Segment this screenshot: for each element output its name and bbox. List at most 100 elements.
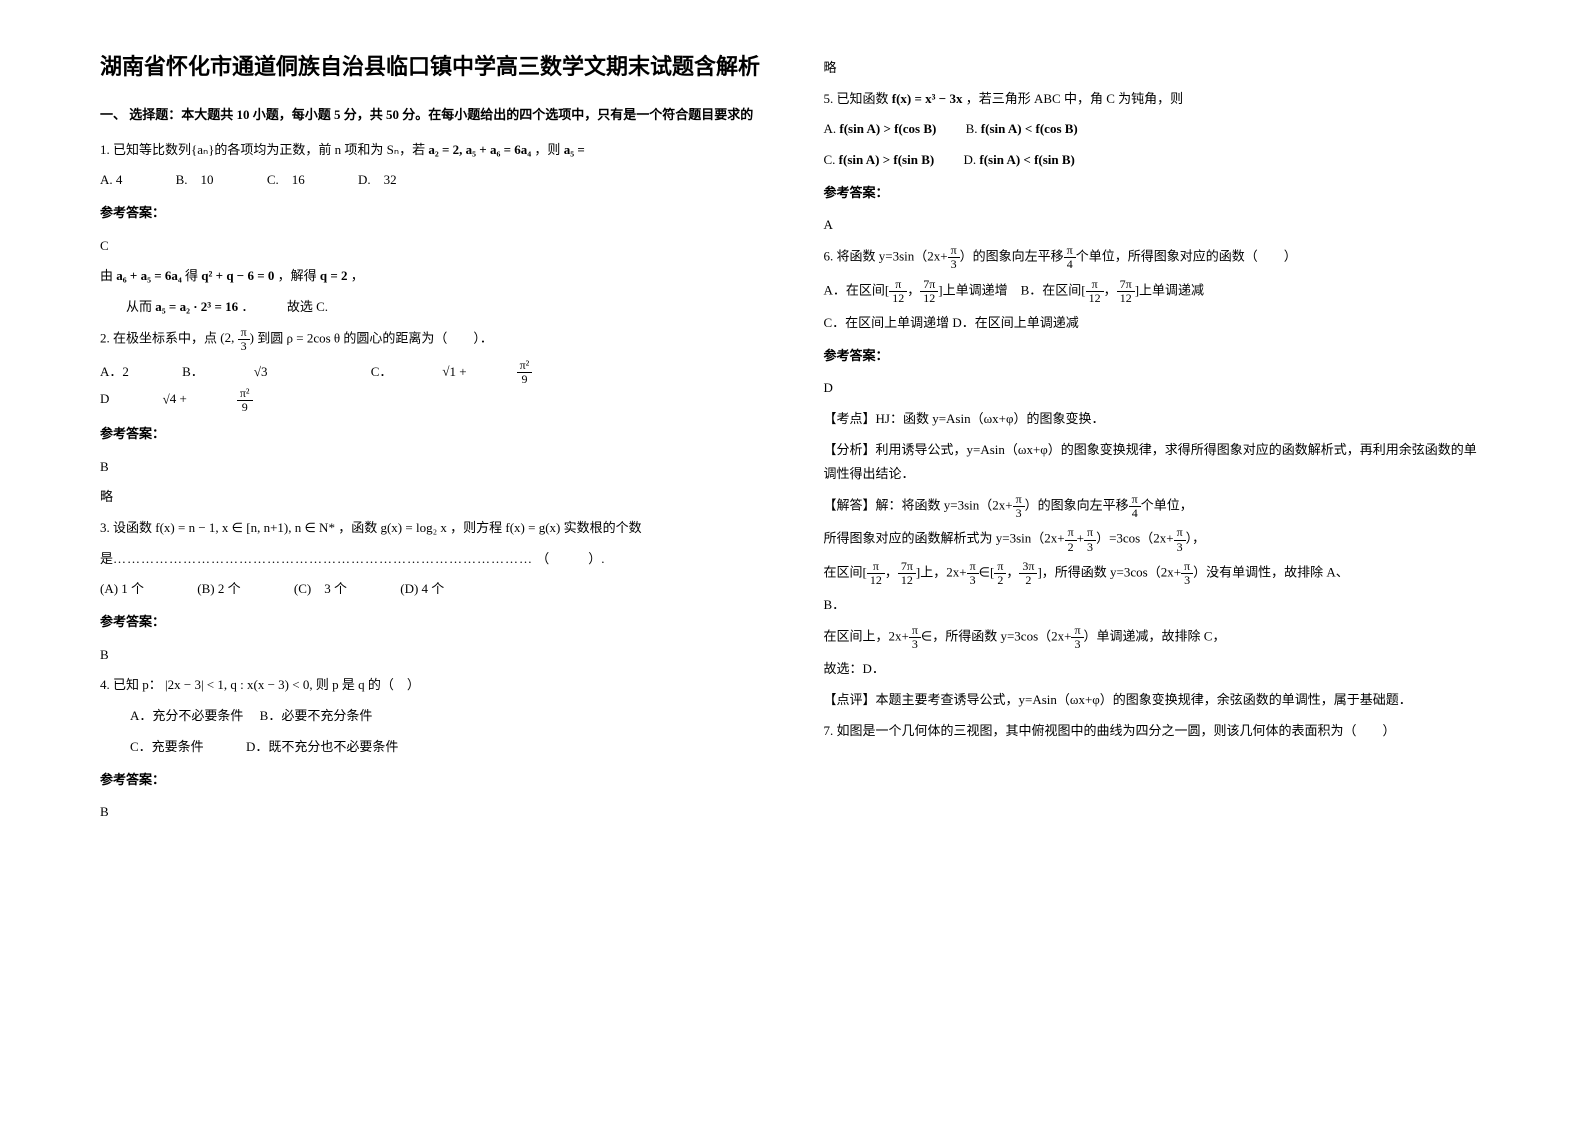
q3-opt-c: (C) 3 个 (294, 577, 347, 602)
q3-stem-l2: 是……………………………………………………………………………… （ ）. (100, 547, 764, 572)
q2-opt-d-frac: π²9 (237, 387, 303, 414)
q1-stem: 1. 已知等比数列{aₙ}的各项均为正数，前 n 项和为 Sₙ，若 a₂ = 2… (100, 138, 764, 163)
q6-f2b: 4 (1064, 258, 1076, 271)
q6-fb2b: 12 (1117, 292, 1135, 305)
q6-fa1b: 12 (889, 292, 907, 305)
q4-answer-label: 参考答案： (100, 768, 764, 793)
q6-oa1: A．在区间[ (824, 282, 890, 297)
q2-opt-b-pre: B． (182, 360, 204, 385)
q6-s2f1b: 2 (1065, 541, 1077, 554)
q6-s4f2t: π (1071, 624, 1083, 638)
q6-s3f4: π2 (994, 560, 1006, 587)
q6-comma1: ， (907, 282, 920, 297)
q3-s2: 是 (100, 551, 113, 566)
q1-answer: C (100, 234, 764, 259)
q2-opt-b-val: √3 (254, 360, 268, 385)
q6-s2f2b: 3 (1084, 541, 1096, 554)
q1-sol2b: a₅ = a₂ · 2³ = 16 (155, 299, 238, 314)
q6-f1: π3 (948, 244, 960, 271)
q2-stem1: 2. 在极坐标系中，点 (100, 330, 217, 345)
q6-fb2t: 7π (1117, 278, 1135, 292)
q6-fa1: π12 (889, 278, 907, 305)
q6-jdf1t: π (1013, 493, 1025, 507)
q1-stem-eq1: a₂ = 2, a₅ + a₆ = 6a₄ (428, 142, 531, 157)
q6-kd: 【考点】HJ：函数 y=Asin（ωx+φ）的图象变换． (824, 407, 1488, 432)
q2-opt-c-den: 9 (517, 373, 533, 386)
q6-fa1t: π (889, 278, 907, 292)
q6-s3f2t: 7π (898, 560, 916, 574)
q5-oc-pre: C. (824, 152, 836, 167)
q2-opt-d-pre2: 4 + (170, 387, 187, 412)
q6-fa2b: 12 (920, 292, 938, 305)
q6-jdf1: π3 (1013, 493, 1025, 520)
q4-stem: 4. 已知 p： |2x − 3| < 1, q : x(x − 3) < 0,… (100, 673, 764, 698)
q3-opt-a: (A) 1 个 (100, 577, 144, 602)
q3-s1e: ，则方程 (450, 520, 502, 535)
q3-options: (A) 1 个 (B) 2 个 (C) 3 个 (D) 4 个 (100, 577, 764, 602)
q2-opt-d-den: 9 (237, 401, 253, 414)
q6-fb1t: π (1086, 278, 1104, 292)
q1-opt-a: A. 4 (100, 168, 122, 193)
q3-s1f: f(x) = g(x) (505, 520, 560, 535)
q1-sol1f: q = 2 (320, 268, 348, 283)
q6-s3comma2: ， (1006, 564, 1019, 579)
q6-s3f4b: 2 (994, 574, 1006, 587)
q6-s4f2: π3 (1071, 624, 1083, 651)
q6-s4a: 在区间上，2x+ (824, 628, 909, 643)
q6-s2plus: + (1077, 531, 1084, 546)
q2-opt-d-sqrt: 4 + π²9 (170, 387, 353, 414)
q5-opts-l2: C. f(sin A) > f(sin B) D. f(sin A) < f(s… (824, 148, 1488, 173)
q6-f2t: π (1064, 244, 1076, 258)
q2-opt-a: A．2 (100, 360, 129, 385)
q6-s1: 6. 将函数 y=3sin（2x+ (824, 249, 948, 264)
q3-opt-b: (B) 2 个 (197, 577, 240, 602)
q6-fb1: π12 (1086, 278, 1104, 305)
q6-s4c: ）单调递减，故排除 C， (1084, 628, 1226, 643)
q4-answer: B (100, 800, 764, 825)
q3-s3: （ ）. (536, 551, 604, 566)
q6-s4f2b: 3 (1071, 638, 1083, 651)
q4-opt-b: B．必要不充分条件 (260, 708, 373, 723)
q6-s2a: 所得图象对应的函数解析式为 y=3sin（2x+ (824, 531, 1065, 546)
q6-s3f1: π12 (867, 560, 885, 587)
q6-s3b: ]上，2x+ (916, 564, 967, 579)
q6-jd2: ）的图象向左平移 (1025, 498, 1129, 513)
q5-od-pre: D. (963, 152, 976, 167)
q1-sol-line1: 由 a₆ + a₅ = 6a₄ 得 q² + q − 6 = 0 ，解得 q =… (100, 264, 764, 289)
q5-s1c: ，若三角形 ABC 中，角 C 为钝角，则 (966, 91, 1183, 106)
q2-point: (2, π3) (220, 330, 257, 345)
q6-answer: D (824, 376, 1488, 401)
q2-opt-c-sqrt: 1 + π²9 (450, 359, 633, 386)
q6-jd: 【解答】解：将函数 y=3sin（2x+π3）的图象向左平移π4个单位， (824, 493, 1488, 520)
q1-stem-eq2: a₅ = (564, 142, 585, 157)
q5-od: f(sin A) < f(sin B) (979, 152, 1075, 167)
q3-dots: ……………………………………………………………………………… (113, 551, 533, 566)
q2-opt-c-pre2: 1 + (450, 360, 467, 385)
q1-options: A. 4 B. 10 C. 16 D. 32 (100, 168, 764, 193)
q5-answer-label: 参考答案： (824, 181, 1488, 206)
q2-pt-num: π (238, 326, 250, 340)
q6-s3f3t: π (967, 560, 979, 574)
q6-s3f6: π3 (1181, 560, 1193, 587)
q6-f1t: π (948, 244, 960, 258)
q5-oa-pre: A. (824, 121, 837, 136)
q6-fb2: 7π12 (1117, 278, 1135, 305)
q6-s5: 故选：D． (824, 657, 1488, 682)
q6-s3f3b: 3 (967, 574, 979, 587)
q6-s4f1t: π (909, 624, 921, 638)
q2-stem2b: ρ = 2cos θ (287, 330, 341, 345)
q5-ob: f(sin A) < f(cos B) (981, 121, 1078, 136)
q6-sol4: 在区间上，2x+π3∈，所得函数 y=3cos（2x+π3）单调递减，故排除 C… (824, 624, 1488, 651)
q3-s1d: g(x) = log₂ x (380, 520, 446, 535)
q6-s3f6t: π (1181, 560, 1193, 574)
q6-s2f2t: π (1084, 526, 1096, 540)
q6-fx: 【分析】利用诱导公式，y=Asin（ωx+φ）的图象变换规律，求得所得图象对应的… (824, 438, 1488, 487)
q4-opt-c: C．充要条件 (130, 739, 204, 754)
left-column: 湖南省怀化市通道侗族自治县临口镇中学高三数学文期末试题含解析 一、 选择题：本大… (100, 50, 764, 831)
q6-fa2: 7π12 (920, 278, 938, 305)
q4-s1b: |2x − 3| < 1, q : x(x − 3) < 0, (165, 677, 313, 692)
q2-pt-pre: (2, (220, 330, 237, 345)
q7-stem: 7. 如图是一个几何体的三视图，其中俯视图中的曲线为四分之一圆，则该几何体的表面… (824, 719, 1488, 744)
q6-stem: 6. 将函数 y=3sin（2x+π3）的图象向左平移π4个单位，所得图象对应的… (824, 244, 1488, 271)
q6-sol2: 所得图象对应的函数解析式为 y=3sin（2x+π2+π3）=3cos（2x+π… (824, 526, 1488, 553)
